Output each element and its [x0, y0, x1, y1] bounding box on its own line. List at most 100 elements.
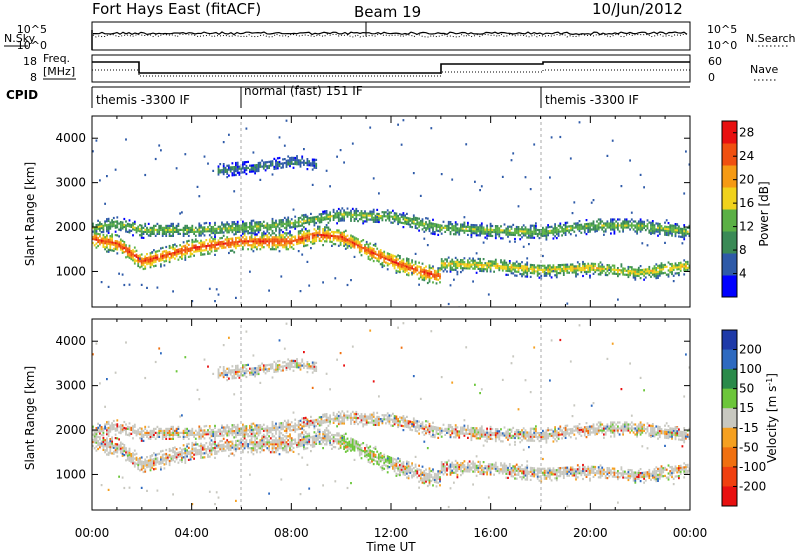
power-cell — [133, 262, 136, 265]
power-cell — [392, 256, 394, 259]
power-cell — [168, 232, 171, 235]
power-cell — [289, 240, 291, 243]
velocity-cell — [126, 454, 129, 457]
power-cell — [106, 234, 108, 237]
velocity-cell — [228, 434, 230, 437]
power-cell — [144, 267, 147, 270]
power-cell — [111, 221, 113, 224]
power-cell — [262, 242, 265, 245]
power-cell — [167, 230, 169, 233]
power-cell — [414, 226, 417, 229]
nave-trace — [92, 69, 690, 77]
power-cell — [275, 238, 277, 241]
velocity-cell — [250, 432, 253, 435]
power-cell — [144, 259, 147, 262]
power-cell — [578, 223, 581, 227]
power-cell — [547, 232, 549, 235]
power-cell — [353, 244, 356, 247]
power-cell — [264, 234, 267, 237]
power-cell — [641, 270, 644, 274]
power-cell — [470, 235, 473, 239]
power-cell — [242, 232, 244, 235]
power-cell — [510, 272, 513, 275]
power-cell — [332, 239, 335, 242]
power-cell — [114, 234, 117, 237]
velocity-cell — [163, 435, 166, 438]
power-cell — [142, 261, 145, 265]
power-cell — [463, 267, 466, 270]
power-cell — [245, 166, 248, 170]
power-cell — [256, 246, 258, 249]
power-cell — [644, 276, 647, 279]
power-cell — [238, 224, 241, 227]
velocity-cell — [235, 444, 237, 447]
power-cell — [189, 228, 192, 231]
velocity-cell — [107, 445, 110, 448]
power-cell — [280, 275, 283, 278]
power-cell — [348, 213, 351, 216]
power-cell — [106, 224, 108, 227]
velocity-cell — [228, 441, 230, 444]
power-cell — [172, 222, 174, 225]
power-cell — [311, 238, 314, 241]
power-cell — [257, 161, 260, 165]
power-cell — [336, 222, 338, 225]
velocity-cell — [266, 431, 269, 434]
power-cell — [116, 240, 119, 243]
power-cell — [660, 266, 663, 269]
power-cell — [390, 215, 393, 218]
power-cell — [160, 224, 162, 227]
power-cell — [154, 228, 157, 231]
power-cell — [336, 155, 338, 158]
power-cell — [177, 250, 180, 253]
power-cell — [306, 162, 309, 165]
power-cell — [125, 248, 127, 251]
power-cell — [271, 160, 274, 163]
power-cell — [111, 241, 113, 244]
power-cell — [603, 224, 605, 227]
velocity-cell — [229, 448, 232, 451]
power-cell — [228, 227, 230, 230]
power-cell — [484, 236, 487, 239]
velocity-cell — [186, 453, 188, 456]
velocity-cell — [231, 430, 234, 433]
velocity-cell — [252, 371, 255, 374]
power-cell — [535, 224, 537, 227]
power-cell — [243, 240, 246, 243]
power-cell — [482, 232, 485, 235]
power-cell — [350, 215, 352, 218]
power-cell — [522, 224, 525, 227]
power-cell — [133, 258, 136, 261]
velocity-cell — [217, 496, 220, 499]
y-tick-label: 2000 — [55, 220, 86, 234]
power-cell — [440, 262, 443, 265]
power-cell — [301, 241, 304, 244]
power-cell — [268, 236, 270, 239]
velocity-cell — [137, 430, 140, 433]
velocity-cell — [137, 461, 140, 465]
power-cell — [385, 215, 387, 218]
power-cell — [350, 246, 352, 249]
power-cell — [358, 212, 361, 215]
power-cell — [257, 231, 260, 234]
velocity-cell — [109, 426, 112, 429]
velocity-cell — [256, 436, 258, 439]
power-cell — [289, 165, 291, 168]
power-cell — [634, 230, 637, 233]
velocity-cell — [250, 430, 253, 433]
power-cell — [643, 278, 645, 281]
power-cell — [242, 242, 244, 245]
power-cell — [165, 232, 168, 235]
power-cell — [181, 247, 183, 250]
velocity-cell — [268, 431, 270, 434]
power-cell — [179, 256, 181, 259]
velocity-cell — [222, 447, 225, 450]
velocity-cell — [181, 454, 183, 457]
velocity-cell — [210, 431, 213, 434]
power-cell — [106, 220, 108, 223]
power-cell — [229, 249, 232, 252]
power-cell — [336, 237, 338, 240]
velocity-cell — [196, 431, 199, 434]
power-cell — [168, 252, 171, 256]
power-cell — [446, 264, 448, 267]
